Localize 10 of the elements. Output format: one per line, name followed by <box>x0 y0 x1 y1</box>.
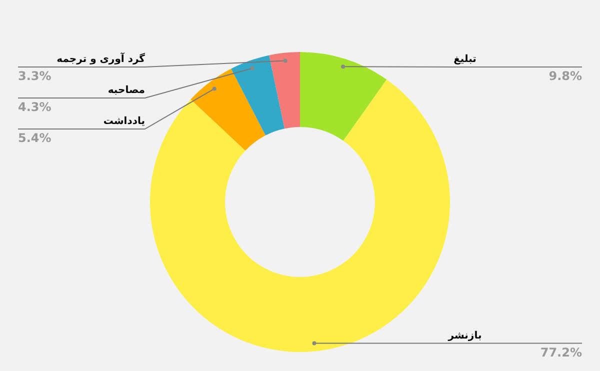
slice-label: مصاحبه <box>108 85 145 96</box>
slice-label: گرد آوری و ترجمه <box>56 52 146 65</box>
data-label: 3.3% <box>18 69 52 83</box>
slice-label: تبلیغ <box>454 54 477 65</box>
data-label: 9.8% <box>548 69 582 83</box>
data-label: 5.4% <box>18 131 52 145</box>
data-label: 77.2% <box>540 345 582 360</box>
slice-label: یادداشت <box>103 116 146 127</box>
slice-label: بازنشر <box>447 330 482 342</box>
data-label: 4.3% <box>18 100 52 114</box>
